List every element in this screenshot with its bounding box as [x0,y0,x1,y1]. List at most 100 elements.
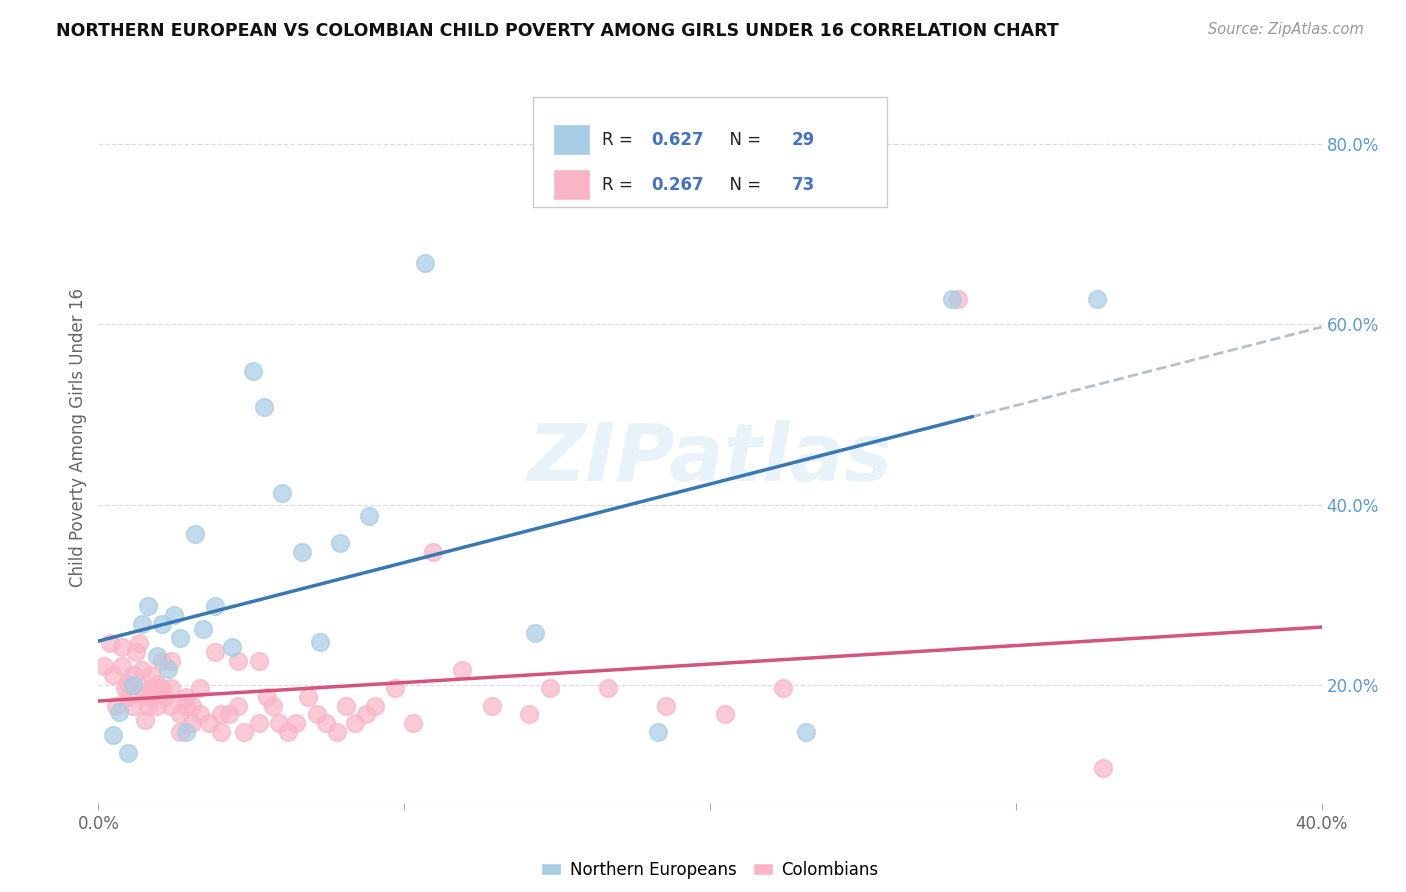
Point [794,725,817,739]
Point [163,607,186,622]
Point [1092,762,1115,776]
Point [356,707,378,722]
Point [226,699,249,714]
Point [188,707,212,722]
Point [198,716,221,731]
Point [402,716,425,731]
Point [188,681,212,695]
Point [104,699,127,714]
Point [596,681,619,695]
Point [122,678,145,692]
Point [277,725,299,739]
Point [136,599,159,613]
Bar [554,124,591,155]
Point [655,699,678,714]
Point [108,706,131,720]
Text: 0.627: 0.627 [651,130,704,149]
Point [128,636,150,650]
Point [221,640,243,654]
Text: ZIPatlas: ZIPatlas [527,420,893,498]
Point [209,707,232,722]
Point [139,681,162,695]
Point [122,667,145,681]
Point [204,645,226,659]
Point [174,699,197,714]
Point [308,635,330,649]
Point [1087,292,1109,306]
Point [291,545,314,559]
Point [183,526,205,541]
Point [101,667,124,681]
Point [270,486,294,500]
Point [647,725,669,739]
Point [335,699,357,714]
Point [160,681,183,695]
Y-axis label: Child Poverty Among Girls Under 16: Child Poverty Among Girls Under 16 [69,287,87,587]
Point [117,676,139,690]
Text: N =: N = [718,176,766,194]
Point [519,707,541,722]
Point [155,690,177,705]
Point [98,636,121,650]
Point [247,716,270,731]
Point [772,681,794,695]
Point [384,681,406,695]
Point [145,676,167,690]
Text: 0.267: 0.267 [651,176,704,194]
Point [131,663,153,677]
Text: R =: R = [602,130,638,149]
Point [134,690,156,705]
Point [326,725,349,739]
Legend: Northern Europeans, Colombians: Northern Europeans, Colombians [541,861,879,879]
Point [297,690,319,705]
Point [524,626,547,640]
Point [101,728,124,742]
Point [152,617,174,632]
Point [131,681,153,695]
Point [364,699,387,714]
Point [315,716,337,731]
Point [329,535,352,549]
Point [145,699,167,714]
Point [226,654,249,668]
Point [152,681,174,695]
Point [946,292,969,306]
Point [174,725,197,739]
Point [193,622,215,636]
Point [122,699,145,714]
Text: NORTHERN EUROPEAN VS COLOMBIAN CHILD POVERTY AMONG GIRLS UNDER 16 CORRELATION CH: NORTHERN EUROPEAN VS COLOMBIAN CHILD POV… [56,22,1059,40]
Point [713,707,735,722]
Point [117,690,139,705]
Point [359,508,381,523]
Point [481,699,503,714]
Point [117,746,139,760]
Point [285,716,308,731]
Point [152,654,174,668]
Point [247,654,270,668]
Point [233,725,256,739]
Point [305,707,328,722]
Point [169,631,191,645]
Point [180,699,202,714]
Point [139,667,162,681]
Point [157,662,180,676]
Point [242,364,264,378]
Point [256,690,278,705]
Point [111,640,134,655]
Point [218,707,240,722]
Point [451,663,474,677]
FancyBboxPatch shape [533,97,887,207]
Point [131,617,153,632]
Point [941,292,963,306]
Point [125,645,148,659]
Point [136,699,159,714]
Point [413,256,436,270]
Point [134,713,156,727]
Point [343,716,366,731]
Point [160,699,183,714]
Point [114,681,136,695]
Point [93,658,115,673]
Point [142,690,165,705]
Point [145,648,167,663]
Point [209,725,232,739]
